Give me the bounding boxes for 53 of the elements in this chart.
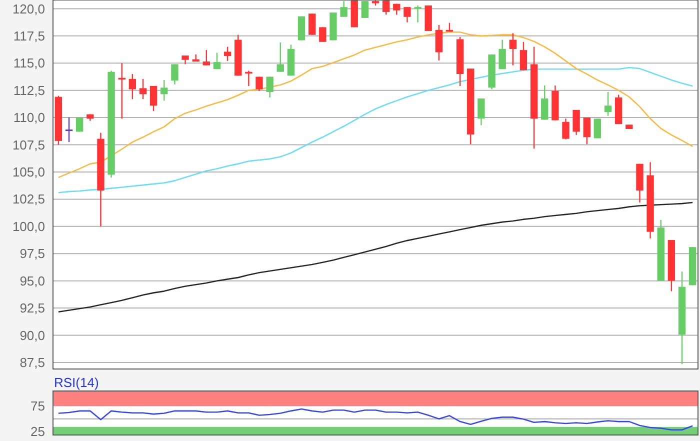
candlestick [276,42,284,72]
candlestick [171,64,178,85]
y-tick-label: 115,0 [13,56,45,71]
candlestick [319,26,326,43]
candlestick [213,52,221,70]
candlestick [562,118,570,140]
candlestick [160,79,168,102]
y-tick-label: 110,0 [13,110,45,126]
candlestick [404,6,411,23]
y-tick-label: 117,5 [13,28,45,44]
y-tick-label: 100,0 [12,218,45,234]
line-series [58,31,694,178]
candlestick [478,98,485,126]
y-tick-label: 87,5 [20,355,45,370]
candlestick [361,0,369,19]
candlestick [604,91,612,117]
candlestick [509,32,516,66]
y-tick-label: 75 [30,398,45,414]
candlestick [414,4,422,23]
candlestick [65,116,73,143]
candlestick [498,39,506,70]
candlestick [224,46,232,62]
y-tick-label: 105,0 [12,164,45,180]
y-tick-label: 112,5 [13,82,45,98]
candlestick [572,109,580,136]
candlestick [541,84,548,120]
candlestick [382,0,390,16]
candlestick [266,76,274,98]
line-series [58,202,694,313]
candlestick [256,76,263,92]
candlestick [520,41,528,71]
candlestick [139,78,147,100]
y-tick-label: 95,0 [20,273,45,288]
candlestick [245,70,252,87]
candlestick [298,16,306,41]
candlestick [308,13,316,36]
line-series [58,408,694,430]
candlestick [128,73,136,100]
chart-title: RSI(14) [54,375,99,390]
y-tick-label: 97,5 [20,246,45,262]
y-tick-label: 107,5 [12,137,45,152]
candlestick [202,49,210,66]
candlestick [340,0,348,18]
y-tick-label: 90,0 [20,328,45,343]
y-tick-label: 102,5 [12,192,45,207]
y-tick-label: 120,0 [12,1,45,16]
candlestick [583,116,590,145]
candlestick [150,85,158,112]
candlestick [594,118,602,139]
y-tick-label: 25 [30,424,45,440]
y-tick-label: 92,5 [20,300,45,316]
candlestick [76,116,84,132]
candlestick [435,24,443,62]
